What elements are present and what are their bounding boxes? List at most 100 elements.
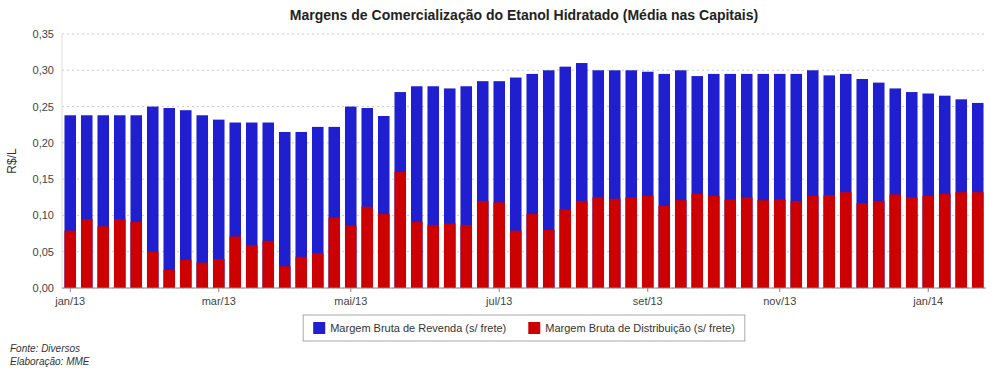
bar (823, 195, 835, 288)
bar (147, 107, 159, 288)
bar (790, 201, 802, 288)
bar (889, 194, 901, 288)
bar (279, 132, 291, 288)
bar (939, 96, 951, 288)
bar (378, 214, 390, 288)
bar (411, 222, 423, 288)
bar (229, 123, 241, 288)
x-tick (647, 288, 648, 292)
bar (922, 94, 934, 288)
bar (724, 199, 736, 288)
bar (361, 207, 373, 288)
bar (295, 257, 307, 288)
bar (790, 74, 802, 288)
bar (856, 79, 868, 288)
bar (130, 222, 142, 288)
bar (543, 230, 555, 288)
bar (526, 214, 538, 288)
bar (840, 192, 852, 288)
annotation-line: Elaboração: MME (10, 356, 90, 367)
bar (807, 196, 819, 288)
bar (906, 197, 918, 288)
x-tick-label: jan/13 (54, 295, 85, 307)
bar (625, 70, 637, 288)
bar (906, 92, 918, 288)
y-tick-label: 0,15 (33, 173, 54, 185)
bar (493, 202, 505, 288)
bar (708, 196, 720, 288)
bar (675, 200, 687, 288)
bar (592, 197, 604, 288)
x-tick-label: jul/13 (485, 295, 512, 307)
bar (477, 201, 489, 288)
bar (460, 86, 472, 288)
bar (807, 70, 819, 288)
x-axis: jan/13mar/13mai/13jul/13set/13nov/13jan/… (54, 34, 986, 307)
bar (823, 75, 835, 288)
bar (147, 252, 159, 288)
bar (427, 86, 439, 288)
bar (675, 70, 687, 288)
bar (658, 74, 670, 288)
bar (609, 70, 621, 288)
y-axis-label: R$/L (5, 148, 19, 174)
bar (691, 194, 703, 288)
bar (477, 81, 489, 288)
bar (592, 70, 604, 288)
bar (361, 108, 373, 288)
bar (972, 192, 984, 288)
x-axis-line (62, 288, 986, 289)
bar (130, 115, 142, 288)
bar (840, 74, 852, 288)
bar (97, 115, 109, 288)
bar (708, 74, 720, 288)
y-tick-label: 0,30 (33, 64, 54, 76)
bar (625, 197, 637, 288)
bar (691, 76, 703, 288)
bar (609, 199, 621, 288)
bar (378, 116, 390, 288)
bar (411, 86, 423, 288)
bar (939, 194, 951, 288)
bar (394, 172, 406, 288)
bar (427, 225, 439, 288)
bar (741, 197, 753, 288)
bar (163, 270, 175, 288)
bar (180, 260, 192, 288)
bar (246, 245, 258, 288)
bar (642, 196, 654, 288)
bar (972, 103, 984, 288)
bar (97, 226, 109, 288)
bar (312, 253, 324, 288)
bar (345, 107, 357, 288)
bar (510, 231, 522, 288)
bar (922, 196, 934, 288)
bar (642, 72, 654, 288)
bar (229, 236, 241, 288)
chart: Margens de Comercialização do Etanol Hid… (0, 0, 1002, 374)
legend-frame (303, 315, 745, 341)
bar (741, 74, 753, 288)
y-tick-label: 0,10 (33, 209, 54, 221)
x-tick (350, 288, 351, 292)
bar (724, 74, 736, 288)
annotation: Fonte: DiversosElaboração: MME (10, 343, 90, 367)
bars (64, 63, 983, 288)
bar (889, 88, 901, 288)
bar (64, 115, 76, 288)
bar (526, 74, 538, 288)
bar (493, 81, 505, 288)
bar (873, 201, 885, 288)
legend-swatch (313, 322, 325, 334)
y-axis: 0,000,050,100,150,200,250,300,35 (33, 28, 986, 294)
bar (543, 70, 555, 288)
bar (658, 206, 670, 288)
y-tick-label: 0,35 (33, 28, 54, 40)
y-tick-label: 0,00 (33, 282, 54, 294)
bar (114, 115, 126, 288)
grid-line (62, 70, 986, 71)
bar (955, 192, 967, 288)
bar (328, 218, 340, 288)
legend-label: Margem Bruta de Revenda (s/ frete) (330, 322, 506, 334)
bar (757, 200, 769, 288)
